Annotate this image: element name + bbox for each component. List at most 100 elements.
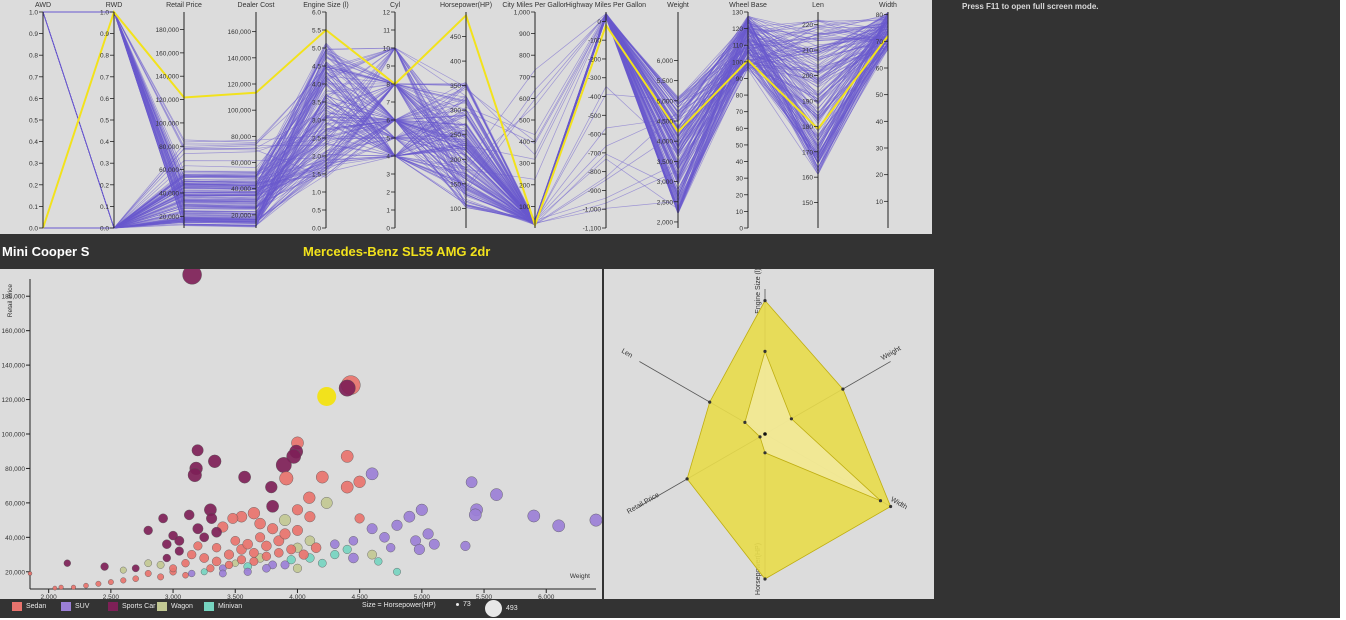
- parallel-coordinates-panel[interactable]: AWD 0.0 0.1 0.2 0.3 0.4 0.5 0.6 0.7 0.8 0.9 1.0 RWD 0…: [0, 0, 932, 234]
- scatter-point-wagon: [367, 549, 377, 560]
- pc-tick-label: -900: [588, 188, 601, 195]
- legend-item-sports-car[interactable]: Sports Car: [108, 602, 155, 611]
- scatter-point-sedan: [279, 471, 294, 486]
- scatter-point-suv: [428, 538, 440, 550]
- pc-axis-title: Dealer Cost: [238, 2, 275, 9]
- radar-center: [763, 432, 767, 436]
- legend-item-suv[interactable]: SUV: [61, 602, 89, 611]
- pc-tick-label: 50: [736, 142, 744, 149]
- pc-tick-label: 3,500: [657, 159, 674, 166]
- scatter-point-sedan: [211, 556, 222, 567]
- x-tick-label: 6,000: [538, 594, 555, 599]
- radar-vertex: [763, 299, 767, 303]
- scatter-point-suv: [188, 569, 196, 578]
- pc-tick-label: 70: [876, 39, 884, 46]
- pc-axis-title: Width: [879, 2, 897, 9]
- pc-tick-label: 4,000: [657, 139, 674, 146]
- scatter-point-sports-car: [192, 523, 204, 535]
- scatter-point-sedan: [212, 543, 222, 553]
- x-tick-label: 2,000: [41, 594, 58, 599]
- pc-tick-label: 0.3: [29, 161, 38, 168]
- pc-tick-label: -500: [588, 113, 601, 120]
- y-tick-label: 180,000: [2, 294, 26, 301]
- pc-tick-label: 50: [876, 92, 884, 99]
- pc-tick-label: 200: [450, 157, 461, 164]
- pc-tick-label: 130: [732, 10, 743, 17]
- scatter-point-minivan: [200, 568, 208, 576]
- scatter-point-sedan: [144, 570, 152, 577]
- pc-axis-width: Width 10 20 30 40 50 60 70 80: [876, 2, 897, 228]
- pc-tick-label: 0.0: [100, 226, 109, 233]
- scatter-point-suv: [527, 509, 541, 523]
- pc-tick-label: 5,000: [657, 98, 674, 105]
- pc-tick-label: 20: [736, 192, 744, 199]
- size-legend-title: Size = Horsepower(HP): [362, 602, 436, 609]
- pc-tick-label: 160,000: [156, 50, 180, 57]
- legend-swatch-minivan: [204, 602, 214, 611]
- pc-tick-label: 40: [876, 119, 884, 126]
- pc-axis-title: City Miles Per Gallon: [502, 2, 567, 9]
- scatter-point-sedan: [95, 580, 102, 587]
- pc-axis-title: Wheel Base: [729, 2, 767, 9]
- scatter-point-sedan: [206, 564, 215, 573]
- scatter-point-sports-car: [158, 513, 168, 524]
- scatter-point-sedan: [274, 548, 284, 558]
- pc-tick-label: 60,000: [231, 160, 251, 167]
- scatter-point-suv: [465, 476, 478, 488]
- scatter-point-minivan: [317, 558, 327, 568]
- pc-tick-label: 70: [736, 109, 744, 116]
- scatter-point-sedan: [187, 550, 197, 560]
- scatter-point-sports-car: [265, 481, 278, 494]
- pc-tick-label: 0.5: [100, 118, 109, 125]
- pc-axis-title: Retail Price: [166, 2, 202, 9]
- y-tick-label: 40,000: [5, 535, 25, 542]
- pc-tick-label: 0.7: [100, 74, 109, 81]
- scatter-point-selected: [317, 387, 337, 406]
- legend-swatch-sedan: [12, 602, 22, 611]
- scatter-point-sports-car: [211, 526, 222, 538]
- radar-vertex: [878, 499, 883, 503]
- scatter-point-suv: [330, 539, 340, 549]
- y-tick-label: 140,000: [2, 363, 26, 370]
- scatter-points: [27, 265, 603, 591]
- pc-tick-label: 90: [736, 76, 744, 83]
- radar-vertex: [685, 477, 689, 481]
- size-legend-max: 493: [485, 600, 518, 617]
- scatter-panel[interactable]: 20,000 40,000 60,000 80,000 100,000 120,000 14…: [0, 265, 603, 601]
- size-max-value: 493: [506, 605, 518, 612]
- radar-vertex: [758, 435, 762, 439]
- scatter-chart[interactable]: 20,000 40,000 60,000 80,000 100,000 120,000 14…: [0, 265, 603, 601]
- scatter-point-sedan: [298, 549, 309, 560]
- pc-tick-label: 5,500: [657, 78, 674, 85]
- pc-tick-label: 300: [519, 161, 530, 168]
- pc-tick-label: 120,000: [228, 82, 252, 89]
- pc-tick-label: 140,000: [228, 55, 252, 62]
- legend-item-minivan[interactable]: Minivan: [204, 602, 242, 611]
- pc-tick-label: 0.0: [29, 226, 38, 233]
- size-min-value: 73: [463, 601, 471, 608]
- pc-tick-label: 2,000: [657, 219, 674, 226]
- legend-item-sedan[interactable]: Sedan: [12, 602, 46, 611]
- x-tick-label: 4,000: [289, 594, 306, 599]
- scatter-point-suv: [415, 503, 428, 516]
- x-tick-label: 3,000: [165, 594, 182, 599]
- pc-axis-retail-price: Retail Price 20,000 40,000 60,000 80,000 100,…: [156, 2, 202, 228]
- legend-item-wagon[interactable]: Wagon: [157, 602, 193, 611]
- pc-axis-awd: AWD 0.0 0.1 0.2 0.3 0.4 0.5 0.6 0.7 0.8 0.9 1.0: [29, 2, 51, 233]
- pc-tick-label: -300: [588, 75, 601, 82]
- pc-axis-title: Weight: [667, 2, 689, 9]
- scatter-point-minivan: [374, 557, 383, 566]
- pc-axis-title: Engine Size (l): [303, 2, 349, 9]
- radar-vertex: [763, 577, 767, 581]
- pc-tick-label: 250: [450, 132, 461, 139]
- pc-tick-label: 140,000: [156, 74, 180, 81]
- pc-tick-label: -100: [588, 38, 601, 45]
- scatter-point-sports-car: [208, 454, 222, 468]
- parallel-coordinates-chart[interactable]: AWD0.00.10.20.30.40.50.60.70.80.91.0RWD0…: [0, 0, 932, 234]
- scatter-point-minivan: [342, 544, 352, 554]
- selected-car-primary: Mini Cooper S: [2, 244, 90, 259]
- pc-tick-label: 40,000: [231, 186, 251, 193]
- radar-vertex: [889, 504, 893, 509]
- scatter-point-sedan: [254, 517, 266, 530]
- pc-tick-label: 0.4: [100, 139, 109, 146]
